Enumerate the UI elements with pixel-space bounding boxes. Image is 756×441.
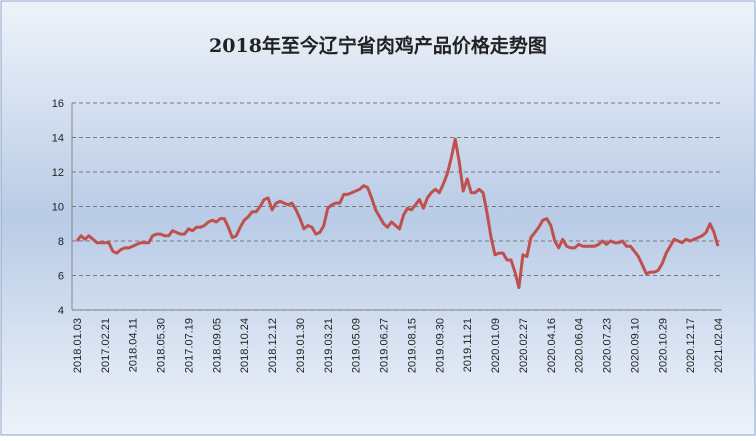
x-tick-label: 2020.01.09 [490,318,502,373]
y-tick-label: 6 [58,271,64,283]
x-tick-label: 2020.10.29 [657,318,669,373]
x-tick-label: 2017.07.19 [183,318,195,373]
x-tick-label: 2018.05.30 [156,318,168,373]
y-tick-label: 8 [58,236,64,248]
x-tick-label: 2018.10.24 [239,318,251,373]
y-tick-label: 16 [52,98,64,110]
line-series [75,137,720,290]
y-tick-label: 14 [52,133,64,145]
y-tick-label: 10 [52,202,64,214]
y-tick-label: 12 [52,167,64,179]
x-tick-label: 2020.02.27 [518,318,530,373]
chart-title: 2018年至今辽宁省肉鸡产品价格走势图 [209,34,547,57]
x-tick-label: 2020.07.23 [602,318,614,373]
x-tick-label: 2021.02.04 [713,318,725,373]
x-tick-label: 2019.11.21 [462,318,474,372]
x-tick-label: 2019.09.30 [434,318,446,373]
x-tick-label: 2017.02.21 [100,318,112,373]
x-tick-label: 2018.12.12 [267,318,279,373]
x-tick-label: 2018.09.05 [211,318,223,373]
x-tick-label: 2020.04.16 [546,318,558,373]
x-tick-label: 2019.03.21 [323,318,335,373]
x-tick-label: 2018.04.11 [128,318,140,372]
x-tick-label: 2020.06.04 [574,318,586,373]
x-tick-label: 2020.09.10 [629,318,641,373]
x-tick-label: 2018.01.03 [72,318,84,373]
x-tick-label: 2019.06.27 [379,318,391,373]
x-tick-label: 2019.08.15 [406,318,418,373]
x-tick-label: 2020.12.17 [685,318,697,373]
x-tick-label: 2019.01.30 [295,318,307,373]
y-tick-label: 4 [58,305,64,317]
x-tick-label: 2019.05.09 [351,318,363,373]
